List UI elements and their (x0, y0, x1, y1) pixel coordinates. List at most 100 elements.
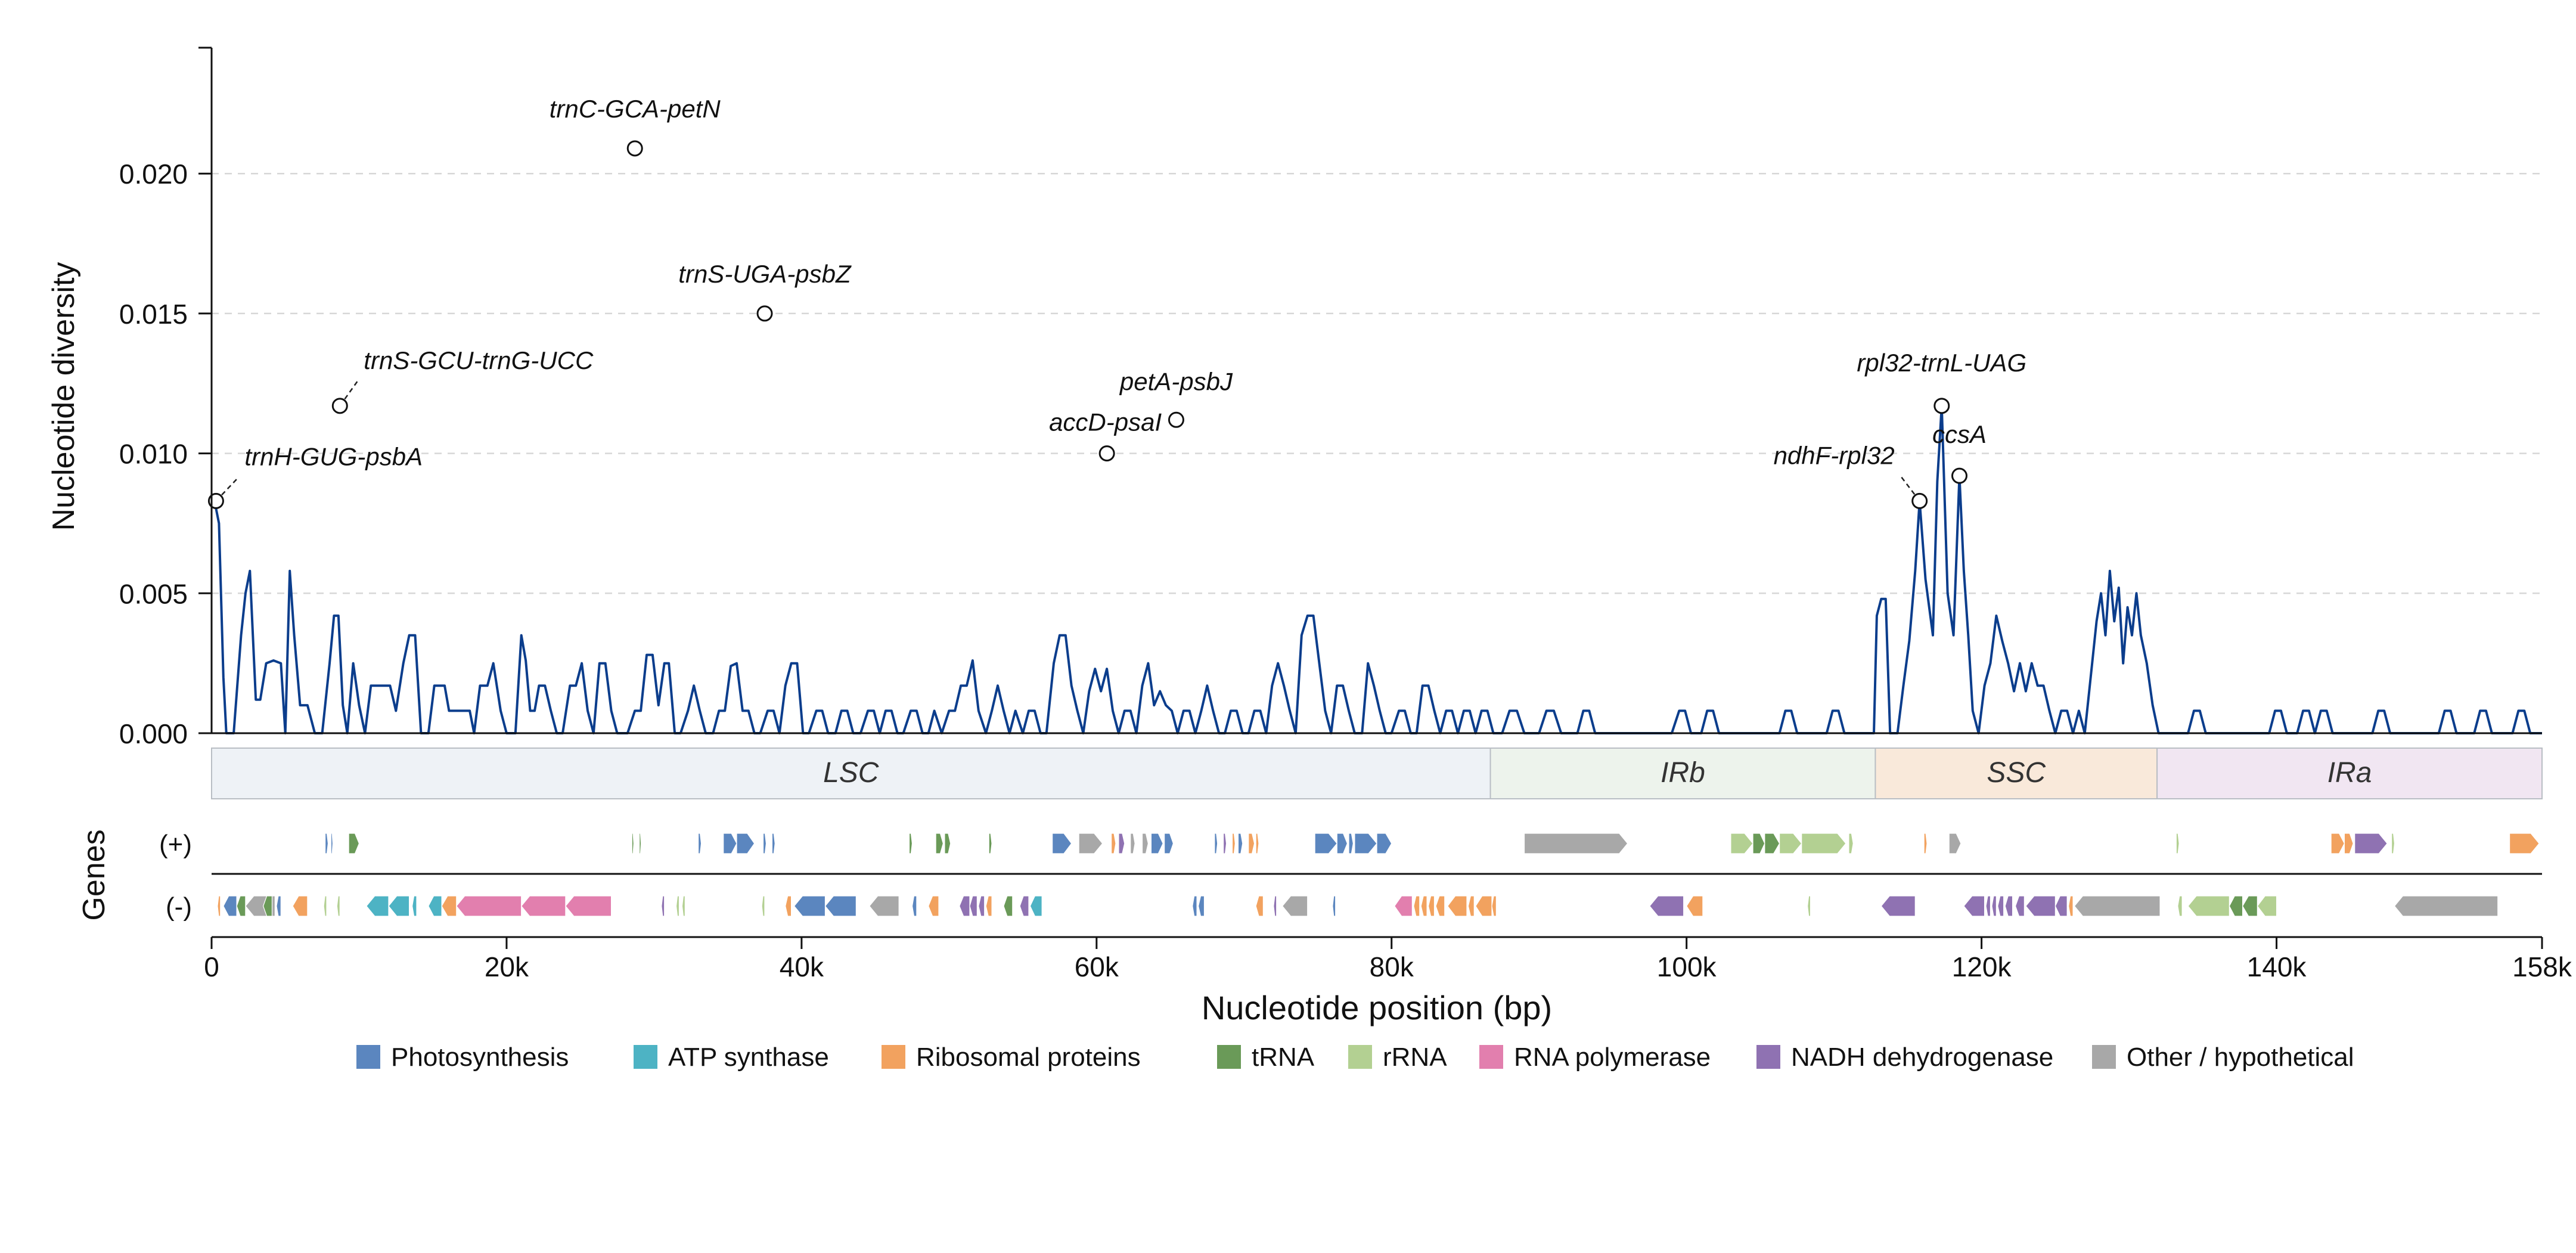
gene-minus (1029, 895, 1042, 917)
gene-minus (681, 895, 686, 917)
gene-minus (1447, 895, 1467, 917)
y-tick-label: 0.010 (119, 439, 188, 470)
gene-plus (1118, 833, 1125, 854)
gene-minus (785, 895, 792, 917)
gene-minus (1880, 895, 1916, 917)
legend-label: ATP synthase (668, 1043, 829, 1072)
peak-leader (215, 476, 240, 502)
gene-minus (2257, 895, 2277, 917)
gene-plus (639, 833, 642, 854)
gene-minus (1019, 895, 1029, 917)
gene-minus (323, 895, 327, 917)
gene-minus (1985, 895, 1991, 917)
gene-minus (262, 895, 273, 917)
genes-track-title: Genes (77, 829, 111, 920)
strand-plus-label: (+) (159, 830, 192, 859)
gene-plus (762, 833, 767, 854)
gene-plus (944, 833, 951, 854)
y-axis-title: Nucleotide diversity (46, 262, 81, 531)
x-tick-label: 100k (1657, 951, 1717, 982)
peak-marker (1098, 445, 1115, 462)
gene-minus (2074, 895, 2161, 917)
gene-minus (441, 895, 457, 917)
x-tick-label: 158k (2512, 951, 2572, 982)
x-ticks: 0 20k 40k 60k 80k 100k 120k 140k 158k (204, 937, 2572, 982)
gene-plus (988, 833, 992, 854)
diversity-line-layer (212, 404, 2542, 734)
gene-minus (1649, 895, 1684, 917)
gene-minus (1332, 895, 1336, 917)
gene-minus (236, 895, 246, 917)
legend-swatch (1479, 1045, 1503, 1069)
gene-plus (1354, 833, 1377, 854)
x-tick-label: 140k (2247, 951, 2307, 982)
gene-minus (1435, 895, 1445, 917)
gene-minus (985, 895, 992, 917)
gene-plus (2344, 833, 2354, 854)
gene-plus (631, 833, 634, 854)
peak-marker (1951, 467, 1967, 484)
gene-plus (1848, 833, 1854, 854)
x-tick-label: 0 (204, 951, 219, 982)
legend: Photosynthesis ATP synthase Ribosomal prot… (356, 1043, 2354, 1072)
peak-label: trnS-UGA-psbZ (678, 260, 852, 288)
gene-minus (388, 895, 410, 917)
gene-plus (2330, 833, 2345, 854)
gene-minus (1273, 895, 1277, 917)
gene-plus (1314, 833, 1337, 854)
gene-plus (2175, 833, 2180, 854)
peak-label: trnC-GCA-petN (550, 95, 721, 123)
peak-label: ccsA (1932, 420, 1987, 448)
gene-minus (217, 895, 221, 917)
peak-marker (331, 398, 348, 414)
genome-region-bar: LSC IRb SSC IRa (211, 748, 2543, 799)
legend-label: rRNA (1383, 1043, 1447, 1072)
gene-plus (1051, 833, 1072, 854)
gene-minus (978, 895, 985, 917)
gene-minus (411, 895, 417, 917)
legend-swatch (634, 1045, 657, 1069)
gene-minus (2054, 895, 2068, 917)
gene-minus (2177, 895, 2183, 917)
gene-minus (868, 895, 899, 917)
gene-plus (2354, 833, 2388, 854)
gene-plus (2391, 833, 2395, 854)
gene-minus (969, 895, 978, 917)
legend-swatch (356, 1045, 380, 1069)
gene-minus (565, 895, 612, 917)
peak-label: trnS-GCU-trnG-UCC (364, 346, 594, 374)
gene-plus (908, 833, 913, 854)
gene-minus (959, 895, 970, 917)
gene-minus (824, 895, 857, 917)
gene-plus (1141, 833, 1149, 854)
gene-plus (723, 833, 737, 854)
gene-minus (2229, 895, 2243, 917)
gene-plus (1730, 833, 1753, 854)
peak-leader (1900, 475, 1920, 502)
gene-minus (520, 895, 566, 917)
legend-swatch (1217, 1045, 1241, 1069)
peak-marker (626, 140, 643, 157)
y-tick-label: 0.005 (119, 578, 188, 609)
gene-minus (2394, 895, 2499, 917)
strand-minus-label: (-) (166, 892, 192, 922)
gene-minus (1963, 895, 1985, 917)
gene-minus (1192, 895, 1197, 917)
gene-plus (1764, 833, 1780, 854)
gene-plus (1336, 833, 1348, 854)
gene-minus (1197, 895, 1205, 917)
gene-plus (1150, 833, 1163, 854)
gene-minus (2025, 895, 2056, 917)
gene-minus (366, 895, 389, 917)
y-tick-label: 0.000 (119, 718, 188, 749)
gene-minus (675, 895, 680, 917)
peak-label: petA-psbJ (1119, 367, 1233, 395)
gene-minus (456, 895, 522, 917)
gene-plus (935, 833, 944, 854)
gene-plus (324, 833, 329, 854)
gene-minus (292, 895, 308, 917)
gene-minus (1807, 895, 1811, 917)
gene-minus (1413, 895, 1420, 917)
gene-minus (2187, 895, 2230, 917)
